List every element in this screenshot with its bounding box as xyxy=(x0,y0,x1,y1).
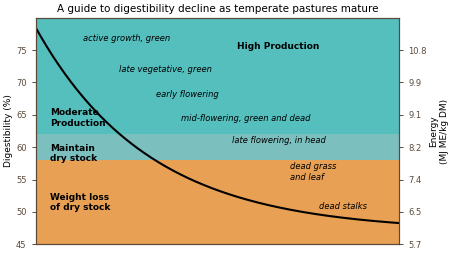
Text: mid-flowering, green and dead: mid-flowering, green and dead xyxy=(181,114,310,123)
Text: Moderate
Production: Moderate Production xyxy=(50,108,106,128)
Title: A guide to digestibility decline as temperate pastures mature: A guide to digestibility decline as temp… xyxy=(57,4,378,14)
Text: active growth, green: active growth, green xyxy=(83,34,170,43)
Y-axis label: Energy
(MJ ME/kg DM): Energy (MJ ME/kg DM) xyxy=(429,99,449,164)
Text: dead stalks: dead stalks xyxy=(319,202,367,211)
Y-axis label: Digestibility (%): Digestibility (%) xyxy=(4,94,13,167)
Text: early flowering: early flowering xyxy=(155,90,218,99)
Text: dead grass
and leaf: dead grass and leaf xyxy=(290,162,337,182)
Text: High Production: High Production xyxy=(237,42,319,51)
Bar xyxy=(36,160,399,244)
Text: late flowering, in head: late flowering, in head xyxy=(232,136,326,145)
Text: Weight loss
of dry stock: Weight loss of dry stock xyxy=(50,193,111,212)
Text: late vegetative, green: late vegetative, green xyxy=(119,65,212,74)
Bar xyxy=(36,18,399,134)
Bar xyxy=(36,134,399,160)
Text: Maintain
dry stock: Maintain dry stock xyxy=(50,144,97,163)
